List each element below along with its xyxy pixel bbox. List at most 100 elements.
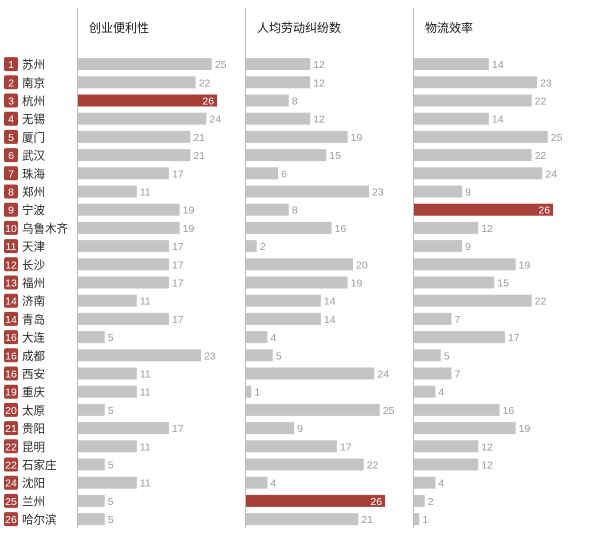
rank-number: 16 — [5, 332, 17, 344]
bar — [78, 513, 105, 526]
city-label: 大连 — [22, 331, 45, 345]
bar — [78, 58, 212, 71]
rank-badge — [4, 330, 18, 345]
value-label: 8 — [292, 96, 298, 108]
rank-number: 16 — [5, 350, 17, 362]
city-label: 南京 — [22, 76, 45, 90]
city-label: 宁波 — [22, 203, 45, 217]
value-label: 14 — [492, 59, 504, 71]
value-label: 14 — [324, 296, 336, 308]
value-label: 11 — [140, 187, 151, 199]
rank-badge — [4, 384, 18, 399]
rank-number: 7 — [8, 168, 14, 180]
bar — [414, 312, 452, 325]
value-label: 12 — [313, 77, 325, 89]
bar — [78, 185, 137, 198]
bar — [78, 367, 137, 380]
bar — [414, 403, 500, 416]
value-label: 17 — [340, 441, 352, 453]
bar — [246, 240, 257, 253]
bar — [246, 185, 370, 198]
bar — [414, 112, 489, 125]
bar — [78, 476, 137, 489]
bar — [78, 422, 169, 435]
value-label: 9 — [297, 423, 303, 435]
bar — [78, 349, 202, 362]
city-label: 杭州 — [22, 94, 45, 108]
city-label: 贵阳 — [22, 423, 45, 436]
rank-number: 25 — [5, 496, 17, 508]
value-label: 12 — [481, 460, 493, 472]
value-label: 11 — [140, 387, 151, 399]
bar — [414, 94, 532, 107]
rank-badge — [4, 275, 18, 290]
rank-badge — [4, 93, 18, 108]
value-label: 7 — [454, 314, 460, 326]
value-label: 4 — [438, 387, 444, 399]
rank-number: 24 — [5, 478, 17, 490]
value-label: 5 — [108, 460, 114, 472]
value-label: 15 — [497, 278, 509, 290]
bar — [78, 240, 169, 253]
rank-number: 20 — [5, 405, 17, 417]
value-label: 11 — [140, 478, 151, 490]
value-label: 22 — [199, 77, 211, 89]
rank-badge — [4, 348, 18, 363]
value-label: 24 — [377, 369, 389, 381]
value-label: 11 — [140, 369, 151, 381]
rank-number: 2 — [8, 77, 14, 89]
rank-badge — [4, 402, 18, 417]
bar — [78, 258, 169, 271]
value-label: 17 — [172, 259, 184, 271]
value-label: 17 — [172, 241, 184, 253]
value-label: 11 — [140, 296, 151, 308]
rank-badge — [4, 129, 18, 144]
bar — [246, 294, 321, 307]
bar — [78, 403, 105, 416]
value-label: 21 — [361, 514, 373, 526]
bar — [414, 458, 479, 471]
bar — [414, 240, 463, 253]
value-label: 12 — [313, 59, 325, 71]
value-label: 21 — [193, 150, 205, 162]
rank-number: 26 — [5, 514, 17, 526]
rank-number: 21 — [5, 423, 17, 435]
value-label: 25 — [383, 405, 395, 417]
bar — [78, 440, 137, 453]
rank-badge — [4, 239, 18, 254]
bar — [78, 203, 180, 216]
city-label: 福州 — [22, 276, 45, 290]
rank-number: 19 — [5, 387, 17, 399]
value-label: 22 — [367, 460, 379, 472]
rank-badge — [4, 202, 18, 217]
bar — [246, 203, 289, 216]
rank-number: 11 — [6, 241, 17, 253]
value-label: 2 — [260, 241, 266, 253]
value-label: 12 — [313, 114, 325, 126]
value-label: 7 — [454, 369, 460, 381]
rank-number: 16 — [5, 369, 17, 381]
value-label: 17 — [172, 278, 184, 290]
value-label: 5 — [108, 405, 114, 417]
rank-number: 14 — [5, 314, 17, 326]
city-label: 兰州 — [22, 495, 45, 508]
bar — [246, 312, 321, 325]
value-label: 4 — [270, 478, 276, 490]
bar — [78, 112, 207, 125]
bar — [414, 76, 538, 89]
bar — [414, 440, 479, 453]
value-label: 26 — [202, 96, 214, 108]
bar — [246, 476, 268, 489]
bar — [78, 312, 169, 325]
city-label: 珠海 — [22, 167, 45, 181]
city-label: 西安 — [22, 367, 45, 381]
value-label: 21 — [193, 132, 205, 144]
rank-number: 14 — [5, 296, 17, 308]
city-label: 乌鲁木齐 — [22, 221, 68, 235]
bar — [246, 167, 279, 180]
value-label: 5 — [108, 496, 114, 508]
value-label: 9 — [465, 187, 471, 199]
value-label: 9 — [465, 241, 471, 253]
city-label: 厦门 — [22, 130, 45, 144]
